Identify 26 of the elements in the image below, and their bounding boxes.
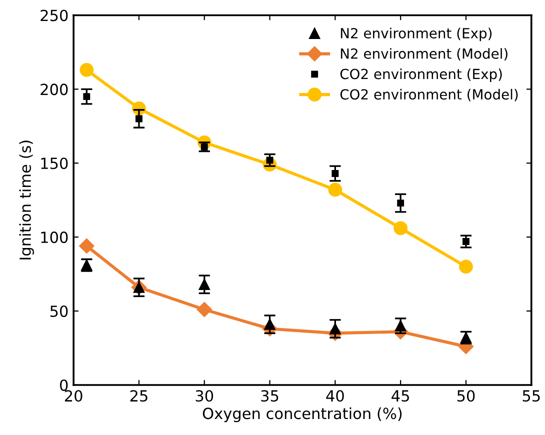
- legend-label: CO2 environment (Exp): [340, 68, 502, 82]
- x-tick-label: 35: [261, 390, 278, 402]
- y-tick-label: 50: [50, 305, 68, 318]
- x-tick-label: 25: [130, 390, 148, 402]
- y-tick-label: 100: [41, 232, 68, 244]
- x-axis-title: Oxygen concentration (%): [202, 407, 402, 422]
- legend-label: N2 environment (Model): [340, 48, 508, 60]
- y-tick-label: 250: [40, 10, 68, 22]
- point: [459, 260, 473, 274]
- point: [196, 302, 212, 318]
- y-tick-label: 0: [60, 379, 68, 391]
- y-axis-title: Ignition time (s): [19, 140, 34, 260]
- y-tick-label: 150: [41, 158, 68, 170]
- point: [394, 221, 408, 236]
- y-tick-label: 200: [40, 84, 68, 96]
- legend-label: N2 environment (Exp): [340, 28, 492, 42]
- x-tick-label: 40: [326, 390, 344, 402]
- legend-label: CO2 environment (Model): [340, 88, 518, 102]
- x-tick-label: 20: [64, 390, 82, 402]
- x-tick-label: 30: [196, 390, 214, 402]
- point: [328, 182, 342, 197]
- x-tick-label: 50: [457, 390, 475, 402]
- point: [80, 63, 94, 77]
- x-tick-label: 55: [522, 390, 540, 402]
- point: [79, 238, 94, 254]
- x-tick-label: 45: [392, 390, 409, 402]
